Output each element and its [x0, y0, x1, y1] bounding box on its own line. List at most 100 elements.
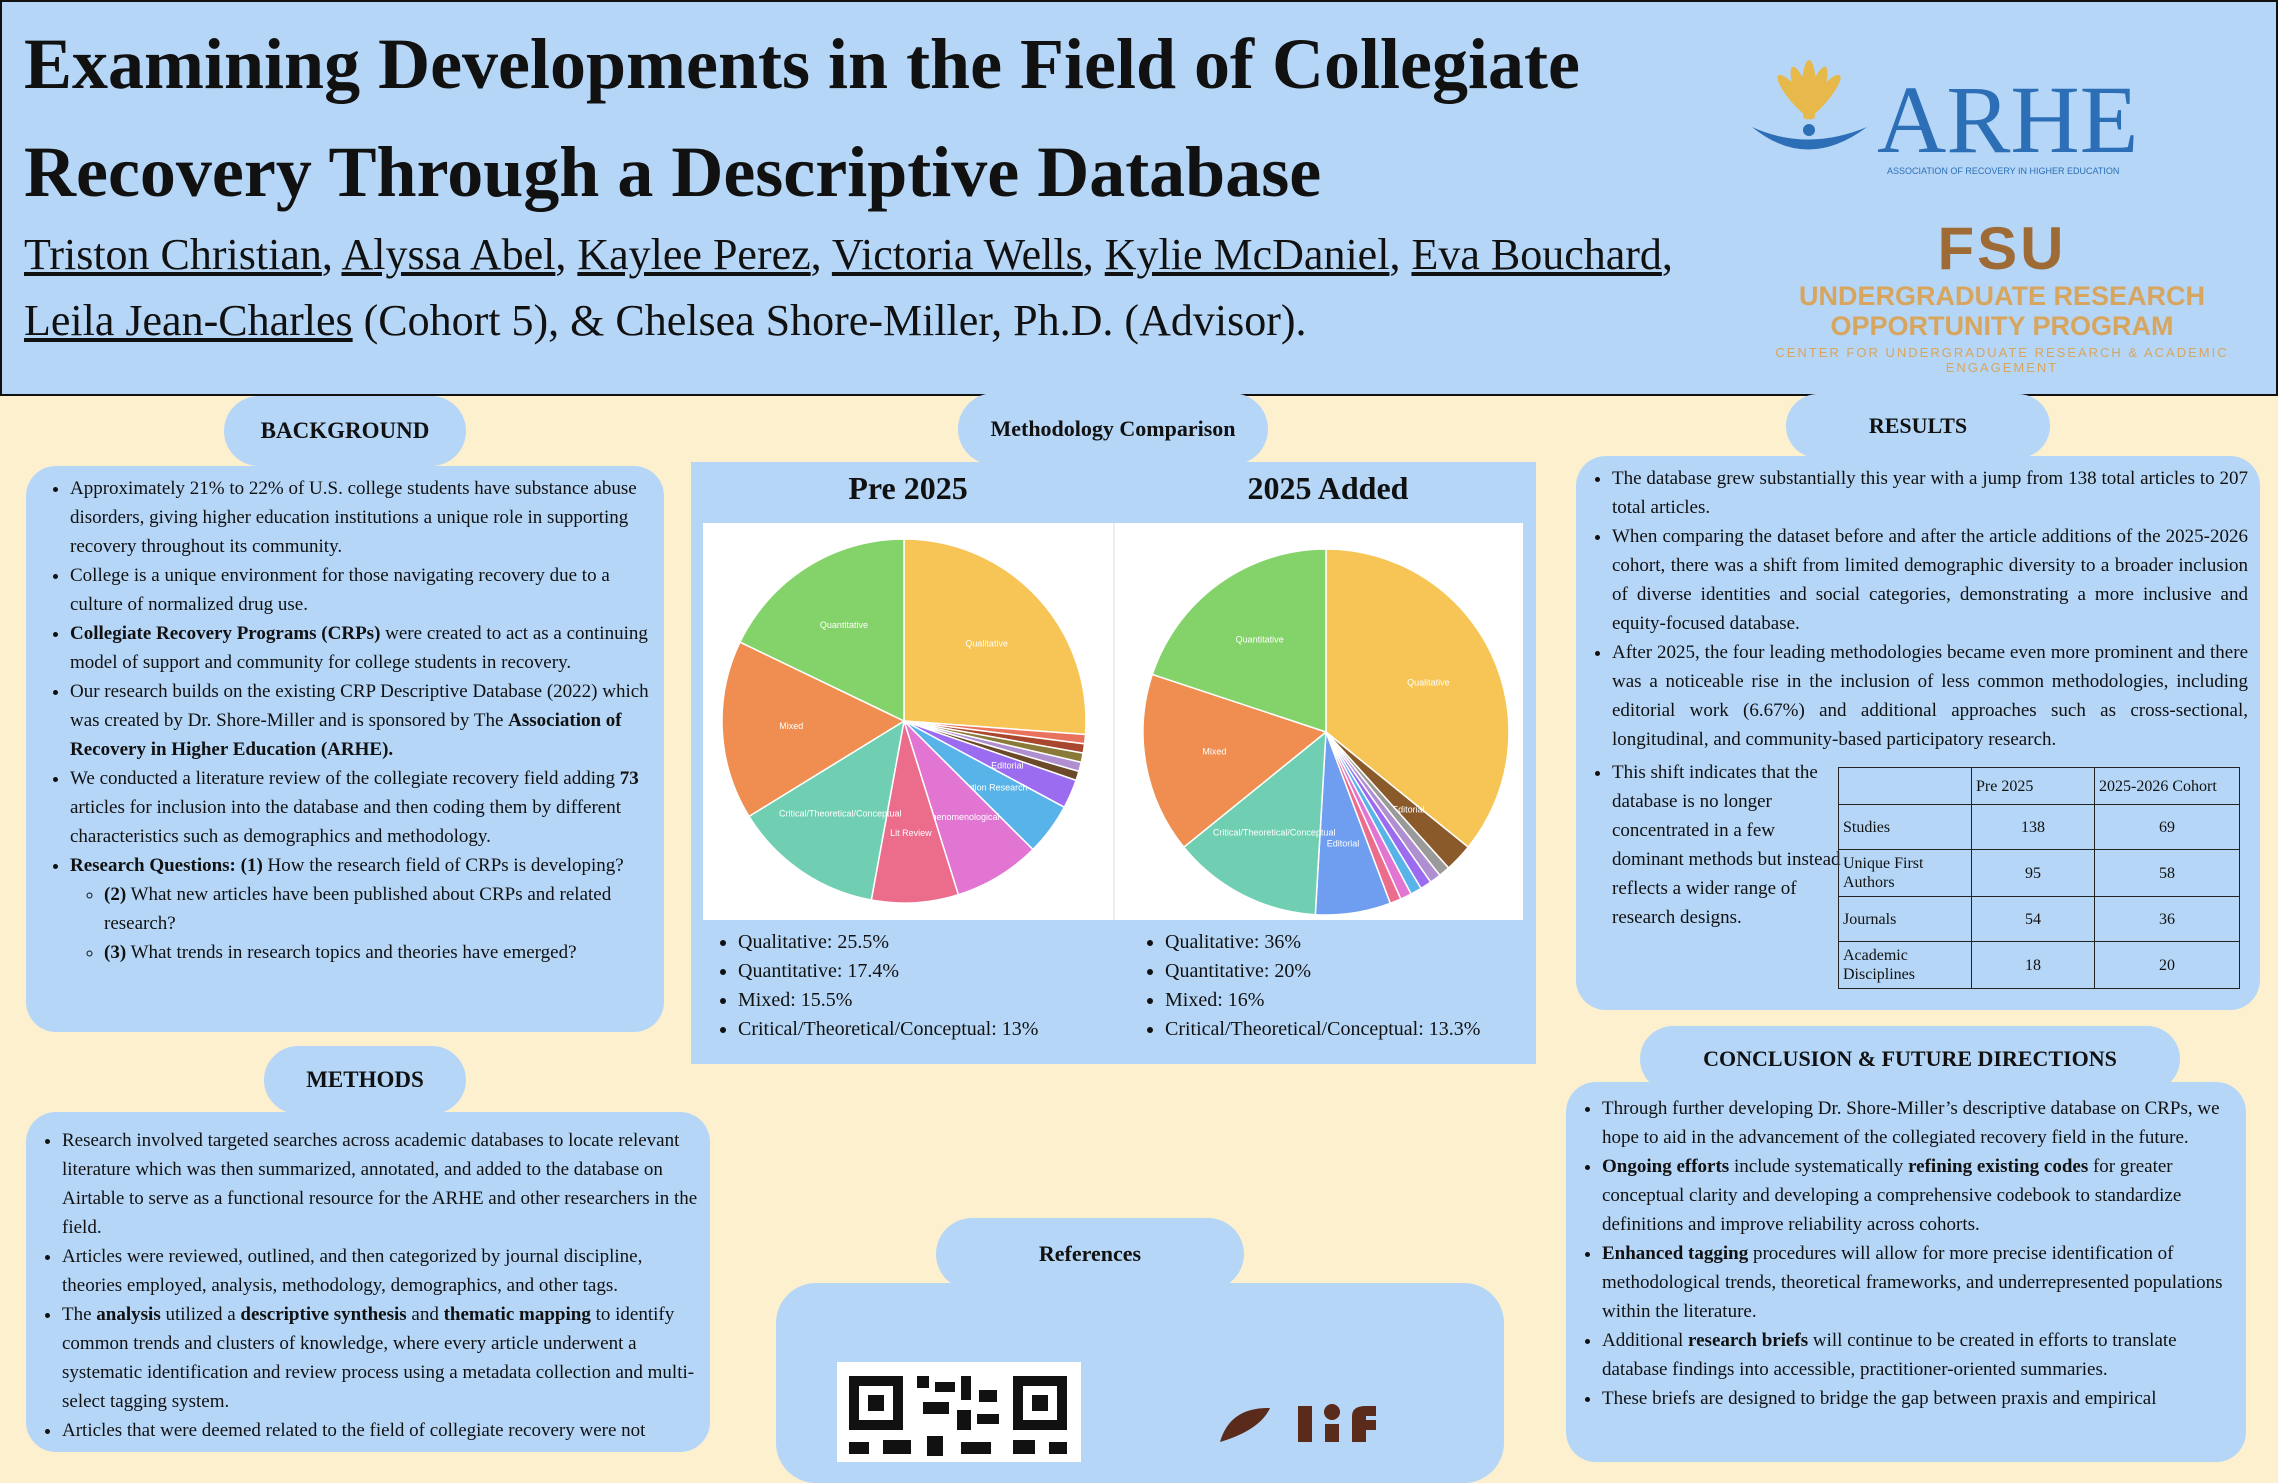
background-panel: Approximately 21% to 22% of U.S. college…: [26, 466, 664, 1032]
table-row: Studies 138 69: [1838, 804, 2240, 850]
background-bullet-1: Approximately 21% to 22% of U.S. college…: [70, 474, 654, 561]
author-6: Eva Bouchard: [1411, 230, 1662, 279]
methods-bullet-3: The analysis utilized a descriptive synt…: [62, 1300, 702, 1416]
post-2025-stat-list: Qualitative: 36% Quantitative: 20% Mixed…: [1131, 928, 1480, 1044]
conclusion-heading: CONCLUSION & FUTURE DIRECTIONS: [1640, 1026, 2180, 1092]
author-5: Kylie McDaniel: [1104, 230, 1390, 279]
results-bullet-2: When comparing the dataset before and af…: [1612, 522, 2248, 638]
pie-slice-label: Editorial: [1392, 804, 1425, 814]
table-header-cell: 2025-2026 Cohort: [2094, 767, 2240, 805]
results-table: Pre 2025 2025-2026 Cohort Studies 138 69…: [1838, 767, 2240, 989]
urop-line-1: UNDERGRADUATE RESEARCH: [1798, 281, 2205, 311]
table-header-cell: [1838, 767, 1972, 805]
author-3: Kaylee Perez: [577, 230, 811, 279]
added-2025-pie-chart: Qualitative Editorial Editorial Critical/Th…: [1142, 548, 1510, 916]
pie-slice-label: Critical/Theoretical/Conceptual: [779, 809, 902, 819]
conclusion-bullet-5: These briefs are designed to bridge the …: [1602, 1384, 2234, 1413]
pie-slice-label: Quantitative: [820, 620, 868, 630]
poster-title: Examining Developments in the Field of C…: [24, 24, 1580, 212]
conclusion-bullet-3: Enhanced tagging procedures will allow f…: [1602, 1239, 2234, 1326]
background-bullet-4: Our research builds on the existing CRP …: [70, 677, 654, 764]
pie-slice-label: Qualitative: [1407, 678, 1450, 688]
chart-divider: [1113, 523, 1115, 920]
results-bullet-3: After 2025, the four leading methodologi…: [1612, 638, 2248, 754]
pie-slice: [721, 641, 906, 818]
methods-bullet-2: Articles were reviewed, outlined, and th…: [62, 1242, 702, 1300]
methods-bullet-4: Articles that were deemed related to the…: [62, 1416, 702, 1445]
pie-slice-label: Mixed: [779, 721, 803, 731]
arhe-wordmark: ARHE: [1877, 66, 2138, 173]
pie-slice-label: Qualitative: [965, 639, 1008, 649]
table-cell: Journals: [1838, 896, 1972, 942]
authors-tail: (Cohort 5), & Chelsea Shore-Miller, Ph.D…: [363, 296, 1307, 345]
pie-slice: [1325, 548, 1510, 849]
results-bullet-1: The database grew substantially this yea…: [1612, 464, 2248, 522]
conclusion-bullet-2: Ongoing efforts include systematically r…: [1602, 1152, 2234, 1239]
table-row: Unique First Authors 95 58: [1838, 849, 2240, 897]
pie-slice-label: Quantitative: [1236, 634, 1284, 644]
conclusion-panel: Through further developing Dr. Shore-Mil…: [1566, 1082, 2246, 1462]
methods-panel: Research involved targeted searches acro…: [26, 1112, 710, 1452]
pie-slice-label: Phenomenological: [925, 812, 999, 822]
arhe-lotus-icon: ARHE ASSOCIATION OF RECOVERY IN HIGHER E…: [1752, 60, 2138, 176]
pre-2025-pie-chart: Qualitative Editorial Action Research Pheno…: [721, 538, 1087, 904]
fsu-wordmark: FSU: [1937, 215, 2067, 282]
table-cell: Studies: [1838, 804, 1972, 850]
table-cell: Academic Disciplines: [1838, 941, 1972, 989]
fsu-urop-logo: FSU UNDERGRADUATE RESEARCH OPPORTUNITY P…: [1742, 215, 2262, 376]
author-7: Leila Jean-Charles: [24, 296, 353, 345]
arhe-subtitle: ASSOCIATION OF RECOVERY IN HIGHER EDUCAT…: [1887, 166, 2119, 176]
pie-slice-label: Critical/Theoretical/Conceptual: [1213, 827, 1336, 837]
table-cell: 69: [2094, 804, 2240, 850]
author-4: Victoria Wells: [831, 230, 1083, 279]
references-heading: References: [936, 1218, 1244, 1290]
pie-slice-label: Mixed: [1202, 747, 1226, 757]
table-cell: 36: [2094, 896, 2240, 942]
references-logo-icon: [1220, 1404, 1376, 1442]
table-row: Journals 54 36: [1838, 896, 2240, 942]
results-bullet-4: This shift indicates that the database i…: [1612, 758, 1842, 932]
curae-line: CENTER FOR UNDERGRADUATE RESEARCH & ACAD…: [1775, 345, 2229, 375]
pie-slice: [738, 538, 905, 723]
author-2: Alyssa Abel: [341, 230, 556, 279]
pre-stat: Quantitative: 17.4%: [738, 957, 1038, 986]
table-header-cell: Pre 2025: [1971, 767, 2095, 805]
references-qr-code[interactable]: [837, 1362, 1081, 1462]
methodology-heading: Methodology Comparison: [958, 393, 1268, 465]
background-bullet-2: College is a unique environment for thos…: [70, 561, 654, 619]
added-2025-chart-title: 2025 Added: [1247, 470, 1409, 506]
urop-line-2: OPPORTUNITY PROGRAM: [1830, 311, 2174, 341]
pie-slice-label: Lit Review: [890, 828, 932, 838]
table-header-row: Pre 2025 2025-2026 Cohort: [1838, 767, 2240, 805]
post-stat: Mixed: 16%: [1165, 986, 1480, 1015]
pre-2025-chart-title: Pre 2025: [848, 470, 968, 506]
pre-stat: Critical/Theoretical/Conceptual: 13%: [738, 1015, 1038, 1044]
background-heading: BACKGROUND: [224, 396, 466, 466]
table-cell: 58: [2094, 849, 2240, 897]
pre-stat: Qualitative: 25.5%: [738, 928, 1038, 957]
pie-slice-label: Editorial: [991, 761, 1024, 771]
post-stat: Quantitative: 20%: [1165, 957, 1480, 986]
poster-header: Examining Developments in the Field of C…: [0, 0, 2278, 396]
background-bullet-3: Collegiate Recovery Programs (CRPs) were…: [70, 619, 654, 677]
pie-slice: [903, 538, 1087, 736]
research-question-3: (3) What trends in research topics and t…: [104, 938, 654, 967]
background-bullet-5: We conducted a literature review of the …: [70, 764, 654, 851]
pre-stat: Mixed: 15.5%: [738, 986, 1038, 1015]
table-row: Academic Disciplines 18 20: [1838, 941, 2240, 989]
arhe-logo: ARHE ASSOCIATION OF RECOVERY IN HIGHER E…: [1747, 52, 2197, 182]
table-cell: 95: [1971, 849, 2095, 897]
post-stat: Critical/Theoretical/Conceptual: 13.3%: [1165, 1015, 1480, 1044]
pie-slice: [1182, 730, 1327, 916]
pie-slice-label: Action Research: [962, 783, 1028, 793]
table-cell: 54: [1971, 896, 2095, 942]
research-questions: Research Questions: (1) How the research…: [70, 851, 654, 967]
table-cell: 138: [1971, 804, 2095, 850]
results-heading: RESULTS: [1786, 394, 2050, 458]
pie-slice: [1151, 548, 1327, 734]
author-list: Triston Christian, Alyssa Abel, Kaylee P…: [24, 230, 1673, 345]
pie-slice: [747, 719, 906, 901]
pre-2025-stat-list: Qualitative: 25.5% Quantitative: 17.4% M…: [704, 928, 1038, 1044]
pie-slice-label: Editorial: [1327, 839, 1360, 849]
table-cell: Unique First Authors: [1838, 849, 1972, 897]
